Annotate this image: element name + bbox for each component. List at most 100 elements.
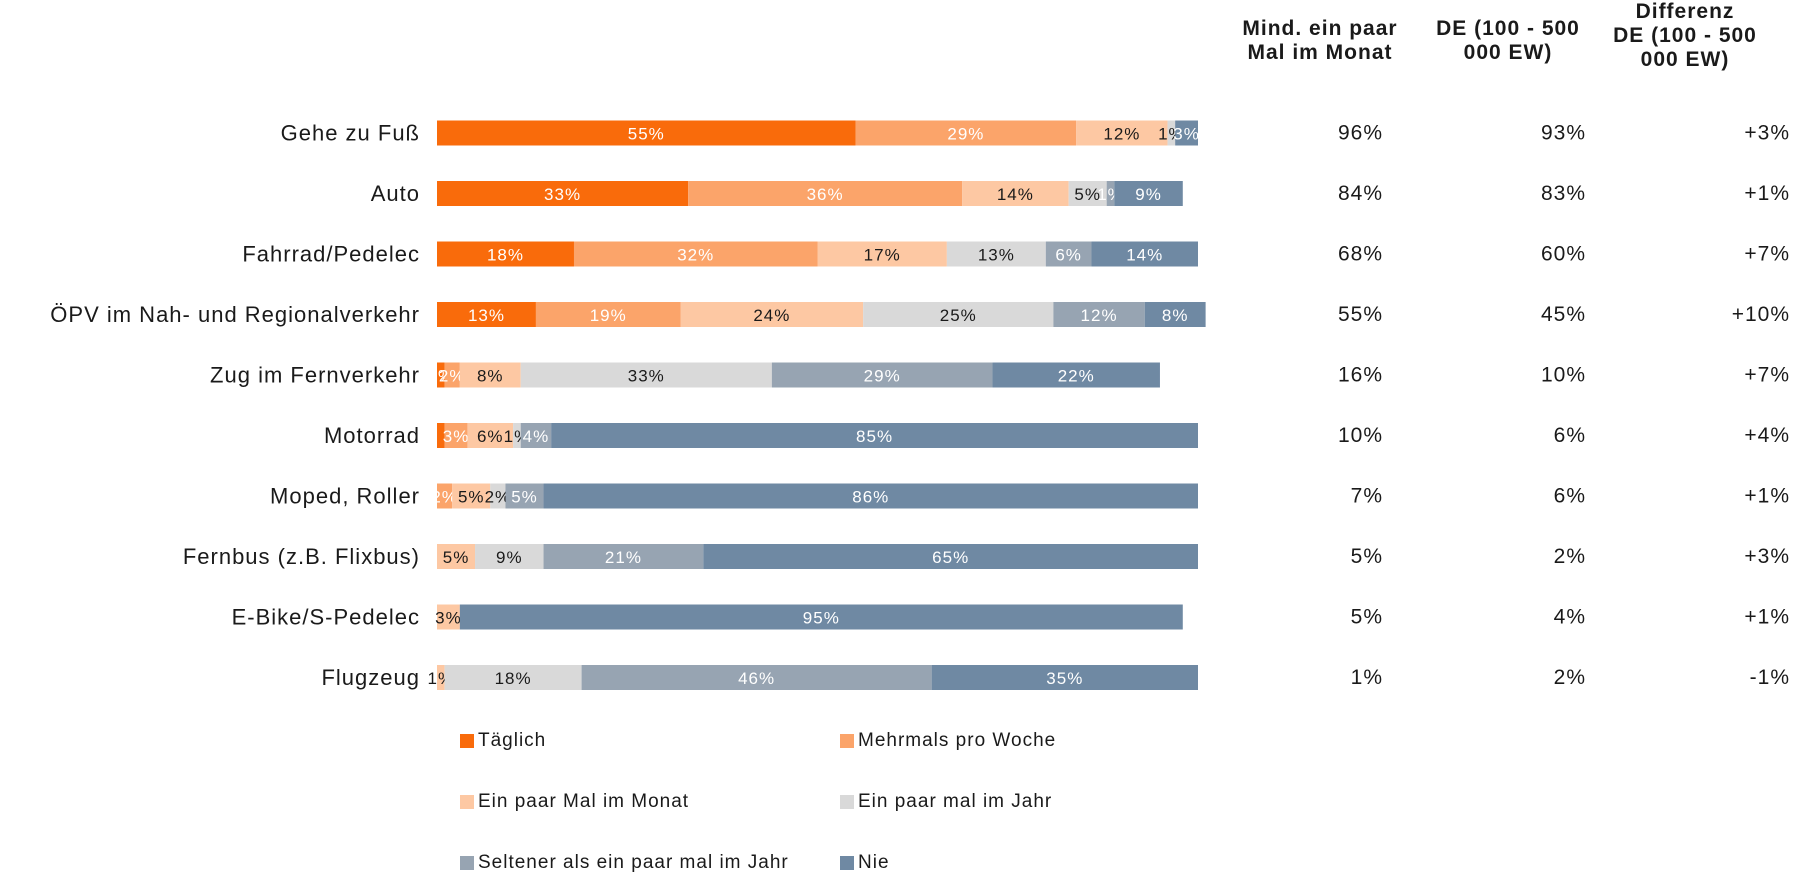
column-value-diff: +1%	[1744, 182, 1790, 205]
category-label: Auto	[371, 181, 420, 206]
data-label: 22%	[1058, 367, 1095, 386]
bar-segment	[543, 544, 704, 569]
column-value-de: 2%	[1554, 666, 1586, 689]
column-value-mind: 1%	[1351, 666, 1383, 689]
header-diff-line-1: Differenz	[1635, 0, 1735, 23]
data-label: 33%	[628, 367, 665, 386]
data-label: 3%	[1173, 125, 1200, 144]
column-value-mind: 96%	[1338, 122, 1383, 145]
data-label: 25%	[940, 306, 977, 325]
column-value-de: 45%	[1541, 303, 1586, 326]
column-value-de: 10%	[1541, 364, 1586, 387]
bar-segment	[581, 665, 932, 690]
column-value-de: 83%	[1541, 182, 1586, 205]
bar-segment	[444, 665, 582, 690]
bar-segment	[437, 362, 445, 388]
data-label: 12%	[1103, 125, 1140, 144]
header-de-line-1: DE (100 - 500	[1436, 17, 1580, 40]
column-value-diff: +7%	[1744, 243, 1790, 266]
bar-segment	[1175, 120, 1198, 146]
bar-segment	[1144, 302, 1206, 327]
bar-segment	[1076, 120, 1168, 146]
column-value-diff: +4%	[1744, 424, 1790, 447]
column-value-mind: 68%	[1338, 243, 1383, 266]
column-value-de: 93%	[1541, 122, 1586, 145]
bar-segment	[1106, 181, 1115, 206]
column-value-mind: 10%	[1338, 424, 1383, 447]
column-value-de: 4%	[1554, 606, 1586, 629]
data-label: 2%	[439, 367, 466, 386]
column-value-de: 60%	[1541, 243, 1586, 266]
bar-segment	[444, 362, 460, 388]
bar-segment	[535, 302, 681, 327]
bar-segment	[437, 483, 453, 509]
category-label: Moped, Roller	[270, 484, 420, 509]
data-label: 19%	[590, 306, 627, 325]
column-value-de: 6%	[1554, 485, 1586, 508]
data-label: 65%	[932, 548, 969, 567]
bar-segment	[1167, 120, 1176, 146]
data-label: 8%	[1162, 306, 1189, 325]
data-label: 5%	[511, 488, 538, 507]
bar-segment	[1068, 181, 1107, 206]
column-value-diff: +1%	[1744, 485, 1790, 508]
bar-segment	[467, 423, 514, 448]
data-label: 8%	[477, 367, 504, 386]
data-label: 6%	[477, 427, 504, 446]
bar-segment	[931, 665, 1198, 690]
category-label: Zug im Fernverkehr	[210, 363, 420, 388]
bar-segment	[437, 604, 460, 630]
bar-segment	[437, 302, 536, 327]
data-label: 18%	[495, 669, 532, 688]
data-label: 6%	[1055, 246, 1082, 265]
bar-segment	[520, 362, 772, 388]
bar-segment	[475, 544, 544, 569]
data-label: 14%	[1126, 246, 1163, 265]
data-label: 21%	[605, 548, 642, 567]
data-label: 2%	[485, 488, 512, 507]
data-label: 5%	[1074, 185, 1101, 204]
header-mind-line-1: Mind. ein paar	[1242, 17, 1398, 40]
data-label: 17%	[864, 246, 901, 265]
bar-segment	[551, 423, 1198, 448]
column-value-de: 2%	[1554, 545, 1586, 568]
header-mind-line-2: Mal im Monat	[1247, 41, 1393, 64]
bar-segment	[992, 362, 1160, 388]
data-label: 35%	[1046, 669, 1083, 688]
bar-segment	[573, 241, 818, 267]
bar-segment	[1053, 302, 1145, 327]
column-value-mind: 5%	[1351, 545, 1383, 568]
data-label: 29%	[864, 367, 901, 386]
header-de: DE (100 - 500 000 EW)	[1408, 17, 1608, 65]
bar-segment	[459, 362, 521, 388]
data-label: 9%	[496, 548, 523, 567]
data-label: 95%	[803, 609, 840, 628]
bar-segment	[459, 604, 1183, 630]
category-label: Flugzeug	[321, 665, 420, 690]
data-label: 13%	[978, 246, 1015, 265]
bar-segment	[1091, 241, 1198, 267]
category-label: Fernbus (z.B. Flixbus)	[183, 544, 420, 569]
bar-segment	[962, 181, 1069, 206]
column-value-mind: 55%	[1338, 303, 1383, 326]
data-label: 46%	[738, 669, 775, 688]
column-value-diff: +7%	[1744, 364, 1790, 387]
bar-segment	[437, 544, 476, 569]
column-value-diff: -1%	[1750, 666, 1790, 689]
column-value-mind: 84%	[1338, 182, 1383, 205]
data-label: 55%	[628, 125, 665, 144]
bar-segment	[437, 120, 856, 146]
data-label: 5%	[443, 548, 470, 567]
data-label: 12%	[1081, 306, 1118, 325]
column-value-diff: +1%	[1744, 606, 1790, 629]
header-diff-line-3: 000 EW)	[1640, 48, 1730, 71]
header-diff: Differenz DE (100 - 500 000 EW)	[1580, 0, 1790, 72]
category-label: Gehe zu Fuß	[281, 121, 420, 146]
data-label: 3%	[443, 427, 470, 446]
data-label: 29%	[947, 125, 984, 144]
data-label: 18%	[487, 246, 524, 265]
bar-segment	[437, 423, 445, 448]
bar-segment	[946, 241, 1046, 267]
bar-segment	[1045, 241, 1092, 267]
category-label: Motorrad	[324, 423, 420, 448]
